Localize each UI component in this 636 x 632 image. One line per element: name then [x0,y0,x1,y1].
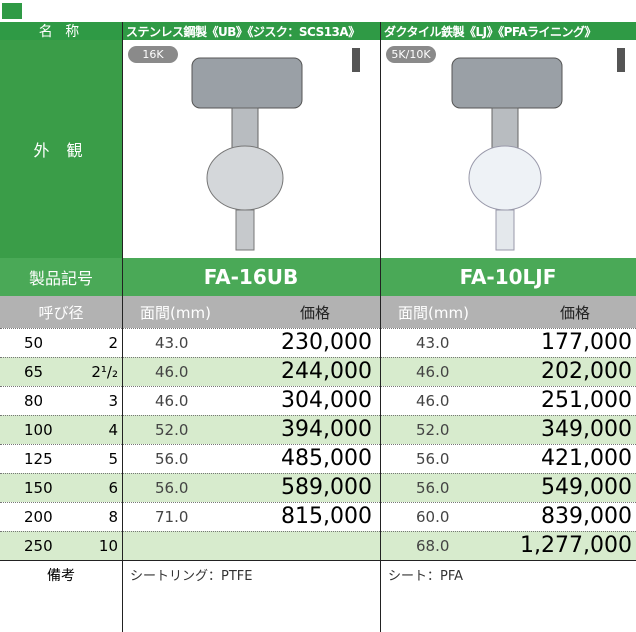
face-length: 46.0 [155,362,189,381]
col-header: 面間(mm) [398,303,469,322]
face-length: 43.0 [155,333,189,352]
price: 1,277,000 [520,533,632,558]
size-mm: 250 [24,536,53,555]
header-product: ダクタイル鉄製《LJ》《PFAライニング》 [380,22,636,40]
face-length: 43.0 [416,333,450,352]
column-line [122,22,123,632]
price: 839,000 [541,504,632,529]
size-inch: 2 [108,333,118,352]
size-inch: 5 [108,449,118,468]
col-header: 価格 [300,303,331,322]
badge: 5K/10K [386,46,436,63]
column-line [380,22,381,632]
face-length: 46.0 [416,391,450,410]
face-length: 52.0 [416,420,450,439]
col-header-bg [122,296,636,328]
price: 549,000 [541,475,632,500]
header-product: ステンレス鋼製《UB》《ジスク：SCS13A》 [122,22,380,40]
face-length: 46.0 [155,391,189,410]
col-size: 呼び径 [0,296,122,328]
model-code: FA-10LJF [380,258,636,296]
price: 421,000 [541,446,632,471]
row-bg [0,473,636,502]
cut-title [0,0,636,22]
size-mm: 200 [24,507,53,526]
face-length: 52.0 [155,420,189,439]
price: 815,000 [281,504,372,529]
size-inch: 6 [108,478,118,497]
size-inch: 4 [108,420,118,439]
size-inch: 8 [108,507,118,526]
size-mm: 50 [24,333,44,352]
note: シート：PFA [380,560,636,632]
notes-label: 備考 [0,560,122,632]
price: 177,000 [541,330,632,355]
row-bg [0,502,636,531]
size-mm: 65 [24,362,44,381]
appearance-label: 外 観 [0,40,122,258]
size-inch: 10 [98,536,118,555]
valve-images [191,48,625,251]
price: 349,000 [541,417,632,442]
price: 202,000 [541,359,632,384]
face-length: 56.0 [155,478,189,497]
price: 485,000 [281,446,372,471]
row-bg [0,328,636,357]
face-length: 56.0 [416,449,450,468]
size-inch: 3 [108,391,118,410]
row-bg [0,357,636,386]
face-length: 68.0 [416,536,450,555]
face-length: 56.0 [416,478,450,497]
face-length: 71.0 [155,507,189,526]
size-mm: 100 [24,420,53,439]
price: 304,000 [281,388,372,413]
size-mm: 150 [24,478,53,497]
face-length: 46.0 [416,362,450,381]
price: 394,000 [281,417,372,442]
note: シートリング：PTFE [122,560,380,632]
face-length: 60.0 [416,507,450,526]
size-inch: 2¹/₂ [91,362,118,381]
row-bg [0,386,636,415]
row-bg [0,531,636,560]
row-bg [0,415,636,444]
valve-lj [451,48,625,251]
col-header: 面間(mm) [140,303,211,322]
col-header: 価格 [560,303,591,322]
badge: 16K [128,46,178,63]
price: 230,000 [281,330,372,355]
price: 589,000 [281,475,372,500]
header-name: 名 称 [0,22,122,40]
model-code: FA-16UB [122,258,380,296]
price [240,531,372,560]
price: 251,000 [541,388,632,413]
face-length: 56.0 [155,449,189,468]
size-mm: 125 [24,449,53,468]
price: 244,000 [281,359,372,384]
model-label: 製品記号 [0,258,122,296]
size-mm: 80 [24,391,44,410]
valve-ub [191,48,360,251]
row-bg [0,444,636,473]
